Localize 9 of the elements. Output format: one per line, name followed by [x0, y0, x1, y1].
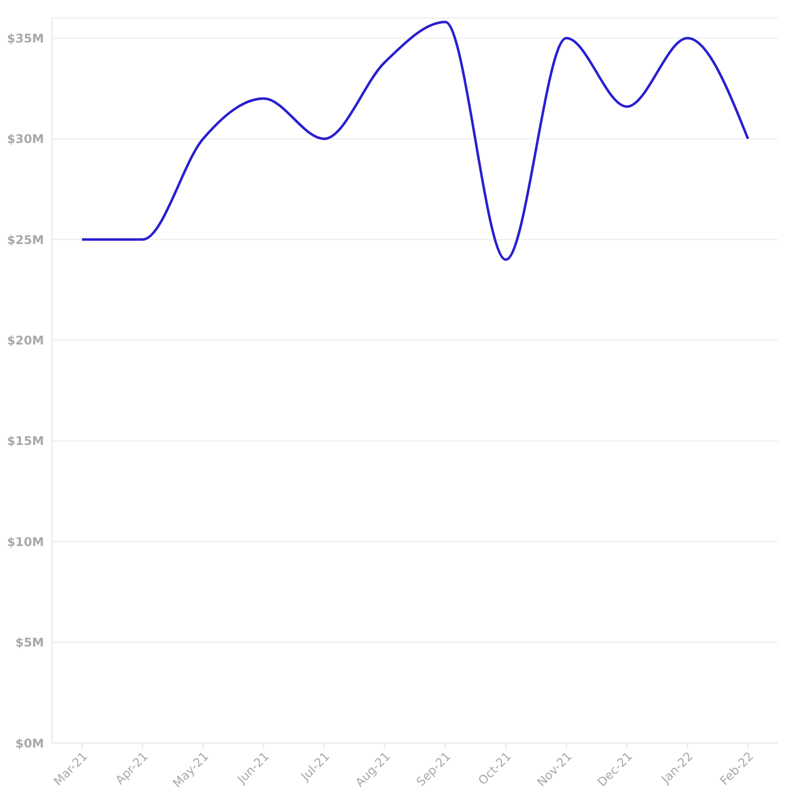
y-tick-label: $25M: [7, 232, 44, 247]
y-tick-label: $10M: [7, 534, 44, 549]
y-tick-label: $5M: [15, 636, 44, 650]
y-tick-label: $20M: [7, 333, 44, 348]
line-series: [80, 20, 750, 261]
y-tick-label: $35M: [7, 31, 44, 46]
y-tick-label: $30M: [7, 132, 44, 146]
y-tick-label: $15M: [7, 434, 44, 448]
y-tick-label: $0M: [15, 736, 44, 750]
